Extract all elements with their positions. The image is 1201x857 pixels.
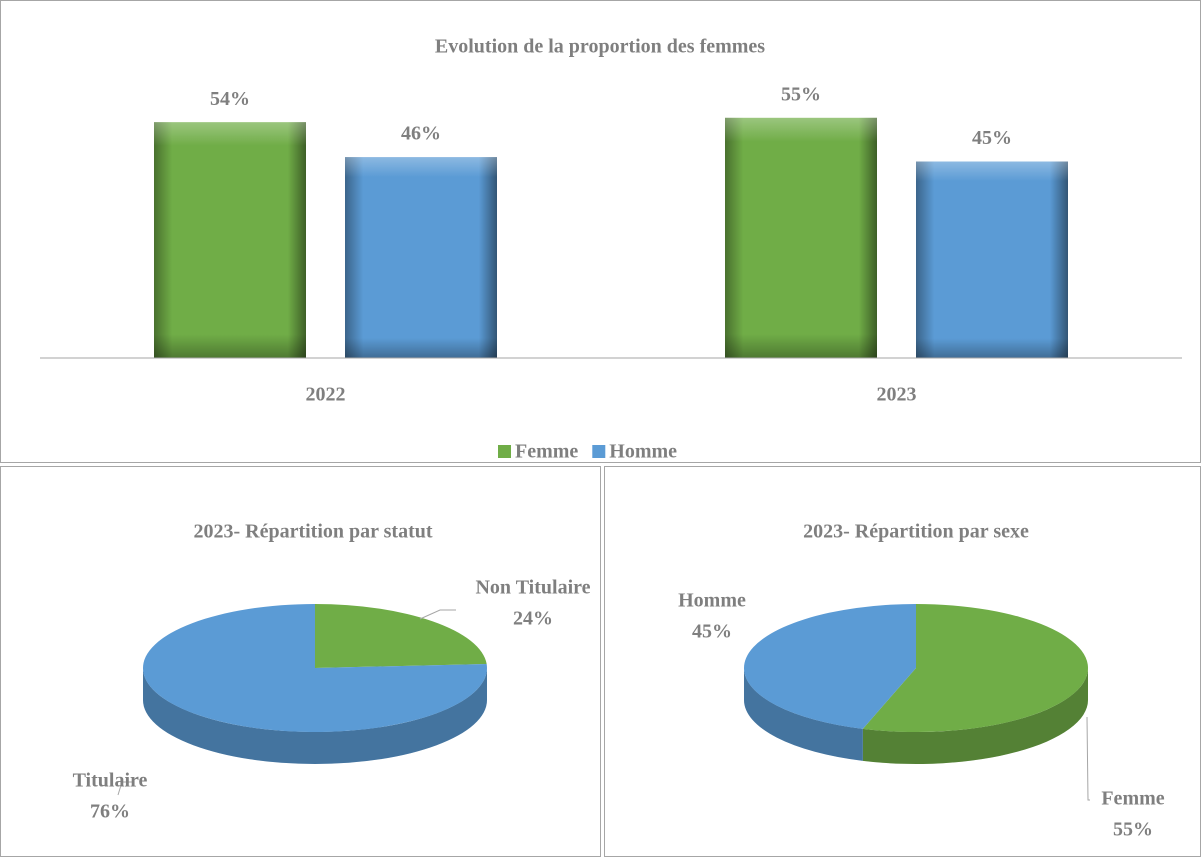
slice-value: 76% — [90, 801, 130, 823]
data-label: 46% — [401, 123, 441, 145]
data-label: 45% — [972, 127, 1012, 149]
slice-label: Femme — [1101, 788, 1164, 810]
pie-side — [143, 668, 487, 764]
slice-label: Titulaire — [73, 770, 148, 792]
bar-shade — [916, 161, 1068, 358]
slice-value: 45% — [692, 621, 732, 643]
chart-title: 2023- Répartition par sexe — [803, 521, 1029, 543]
leader-line — [1086, 716, 1090, 801]
chart-title: Evolution de la proportion des femmes — [435, 36, 765, 58]
data-label: 54% — [210, 88, 250, 110]
pie-side — [744, 668, 863, 761]
slice-label: Non Titulaire — [475, 577, 590, 599]
legend-marker — [498, 445, 511, 458]
leader-line — [419, 609, 456, 620]
pie-slice — [142, 604, 487, 732]
x-tick-label: 2023 — [877, 384, 917, 406]
legend-label: Homme — [609, 441, 677, 463]
legend-label: Femme — [515, 441, 578, 463]
pie-slice — [862, 604, 1088, 732]
x-tick-label: 2022 — [306, 384, 346, 406]
pie-slice — [315, 604, 487, 668]
pie-side-shade — [143, 668, 487, 764]
slice-label: Homme — [678, 590, 746, 612]
bar-shade — [154, 122, 306, 358]
bar-shade — [725, 117, 877, 358]
pie-side-shade — [862, 668, 1088, 764]
slice-value: 24% — [513, 608, 553, 630]
data-label: 55% — [781, 83, 821, 105]
pie-side-shade — [744, 668, 863, 761]
slice-value: 55% — [1113, 819, 1153, 841]
leader-line — [117, 781, 134, 796]
pie-side — [862, 668, 1088, 764]
pie-slice — [744, 604, 916, 729]
bar-shade — [345, 157, 497, 358]
chart-title: 2023- Répartition par statut — [193, 521, 432, 543]
legend-marker — [592, 445, 606, 458]
